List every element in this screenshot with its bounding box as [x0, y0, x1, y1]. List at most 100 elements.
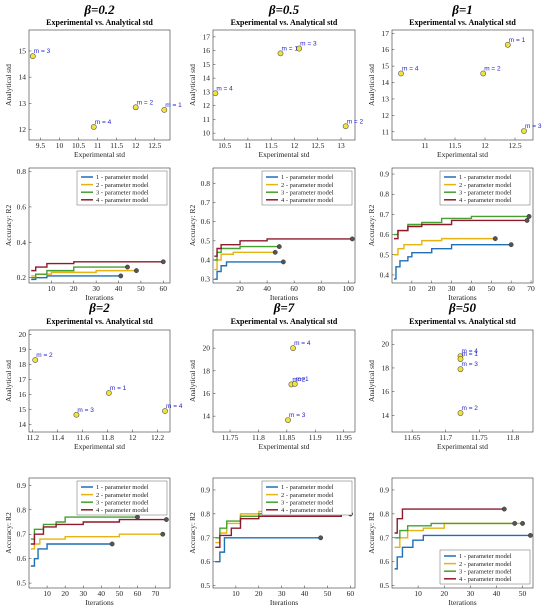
- y-tick-label: 0.9: [380, 485, 390, 494]
- x-tick-label: 40: [468, 284, 476, 293]
- y-tick-label: 0.7: [380, 210, 390, 219]
- series-end-marker: [109, 541, 115, 547]
- x-tick-label: 11.8: [101, 433, 114, 442]
- x-tick-label: 9.5: [36, 141, 46, 150]
- y-tick-label: 0.6: [17, 554, 27, 563]
- x-tick-label: 10: [414, 589, 422, 598]
- x-tick-label: 10: [56, 141, 64, 150]
- x-tick-label: 12: [481, 141, 489, 150]
- scatter-point: [212, 90, 219, 97]
- legend-entry-2: 2 - parameter model: [459, 561, 512, 568]
- x-tick-label: 12: [129, 433, 137, 442]
- y-tick-label: 18: [382, 363, 390, 372]
- scatter-plot: Experimental vs. Analytical std 11.65 11.7…: [367, 317, 534, 451]
- x-axis-label: Iterations: [448, 598, 476, 607]
- y-tick-label: 0.5: [17, 579, 27, 588]
- series-end-marker: [318, 535, 324, 541]
- beta-label: β=7: [273, 300, 295, 315]
- point-label: m = 2: [137, 99, 154, 106]
- y-tick-label: 0.7: [201, 533, 211, 542]
- scatter-point: [504, 41, 511, 48]
- y-tick-label: 0.8: [380, 509, 390, 518]
- legend-entry-3: 3 - parameter model: [281, 189, 334, 196]
- x-axis-label: Iterations: [448, 293, 476, 302]
- x-tick-label: 10.5: [218, 141, 231, 150]
- y-tick-label: 0.4: [17, 238, 27, 247]
- scatter-point: [291, 380, 298, 387]
- point-label: m = 1: [509, 37, 526, 44]
- series-end-marker: [492, 236, 498, 242]
- point-label: m = 4: [402, 66, 419, 73]
- x-tick-label: 11.8: [252, 433, 265, 442]
- scatter-point: [29, 53, 36, 60]
- x-tick-label: 80: [317, 284, 325, 293]
- series-end-marker: [125, 264, 130, 270]
- scatter-plot: Experimental vs. Analytical std 10.5 11 11.…: [188, 18, 364, 159]
- series-line-4: [394, 508, 505, 534]
- y-tick-label: 19: [19, 345, 27, 354]
- y-axis-label: Analytical std: [188, 64, 197, 106]
- y-tick-label: 12: [19, 125, 27, 134]
- y-tick-label: 14: [382, 411, 390, 420]
- legend-entry-3: 3 - parameter model: [281, 499, 334, 506]
- series-end-marker: [501, 506, 507, 512]
- y-tick-label: 17: [19, 375, 27, 384]
- x-axis-label: Iterations: [85, 293, 113, 302]
- x-tick-label: 30: [467, 589, 475, 598]
- scatter-plot: Experimental vs. Analytical std 9.5 10 10.5…: [4, 18, 182, 159]
- scatter-point: [457, 410, 464, 416]
- y-tick-label: 15: [203, 60, 211, 69]
- series-line-2: [30, 533, 163, 550]
- y-tick-label: 10: [203, 129, 211, 138]
- y-tick-label: 0.9: [201, 485, 211, 494]
- point-label: m = 3: [289, 412, 306, 419]
- y-tick-label: 13: [382, 94, 390, 103]
- y-tick-label: 0.8: [380, 190, 390, 199]
- y-axis-label: Accuracy: R2: [4, 205, 13, 247]
- x-tick-label: 12: [291, 141, 299, 150]
- series-line-4: [30, 518, 167, 545]
- series-line-1: [215, 537, 321, 563]
- legend-entry-3: 3 - parameter model: [459, 568, 512, 575]
- x-tick-label: 40: [301, 589, 309, 598]
- series-line-3: [214, 245, 280, 261]
- x-tick-label: 30: [448, 284, 456, 293]
- y-tick-label: 0.4: [201, 256, 211, 265]
- x-axis-label: Experimental std: [437, 150, 488, 159]
- scatter-title: Experimental vs. Analytical std: [46, 317, 153, 326]
- x-tick-label: 20: [70, 284, 78, 293]
- panel-4: β=2 Experimental vs. Analytical std 11.2 11…: [4, 300, 183, 607]
- panel-5: β=7 Experimental vs. Analytical std 11.75 1…: [188, 300, 356, 607]
- x-tick-label: 40: [263, 284, 271, 293]
- x-tick-label: 11: [94, 141, 101, 150]
- series-line-4: [215, 513, 351, 549]
- scatter-point: [290, 345, 296, 352]
- y-tick-label: 13: [19, 99, 27, 108]
- y-tick-label: 0.6: [380, 557, 390, 566]
- legend-entry-3: 3 - parameter model: [459, 189, 512, 196]
- x-tick-label: 11.5: [265, 141, 278, 150]
- series-end-marker: [134, 268, 139, 274]
- point-label: m = 1: [165, 102, 182, 109]
- y-axis-label: Accuracy: R2: [188, 512, 197, 554]
- beta-label: β=2: [88, 300, 110, 315]
- series-end-marker: [520, 521, 525, 526]
- y-tick-label: 20: [203, 344, 211, 353]
- y-axis-label: Accuracy: R2: [4, 512, 13, 554]
- y-tick-label: 12: [203, 101, 211, 110]
- x-tick-label: 11.75: [222, 433, 239, 442]
- point-label: m = 1: [110, 385, 127, 392]
- series-line-4: [214, 238, 353, 257]
- point-label: m = 2: [347, 118, 364, 125]
- x-tick-label: 11.2: [26, 433, 39, 442]
- scatter-title: Experimental vs. Analytical std: [231, 317, 338, 326]
- series-end-marker: [135, 514, 140, 520]
- point-label: m = 3: [461, 361, 478, 368]
- accuracy-plot: 10 20 30 40 50 0.5 0.6 0.7 0.8 0.9 Iterations Accur…: [367, 477, 534, 607]
- legend-entry-3: 3 - parameter model: [96, 189, 149, 196]
- beta-label: β=0.5: [268, 2, 300, 17]
